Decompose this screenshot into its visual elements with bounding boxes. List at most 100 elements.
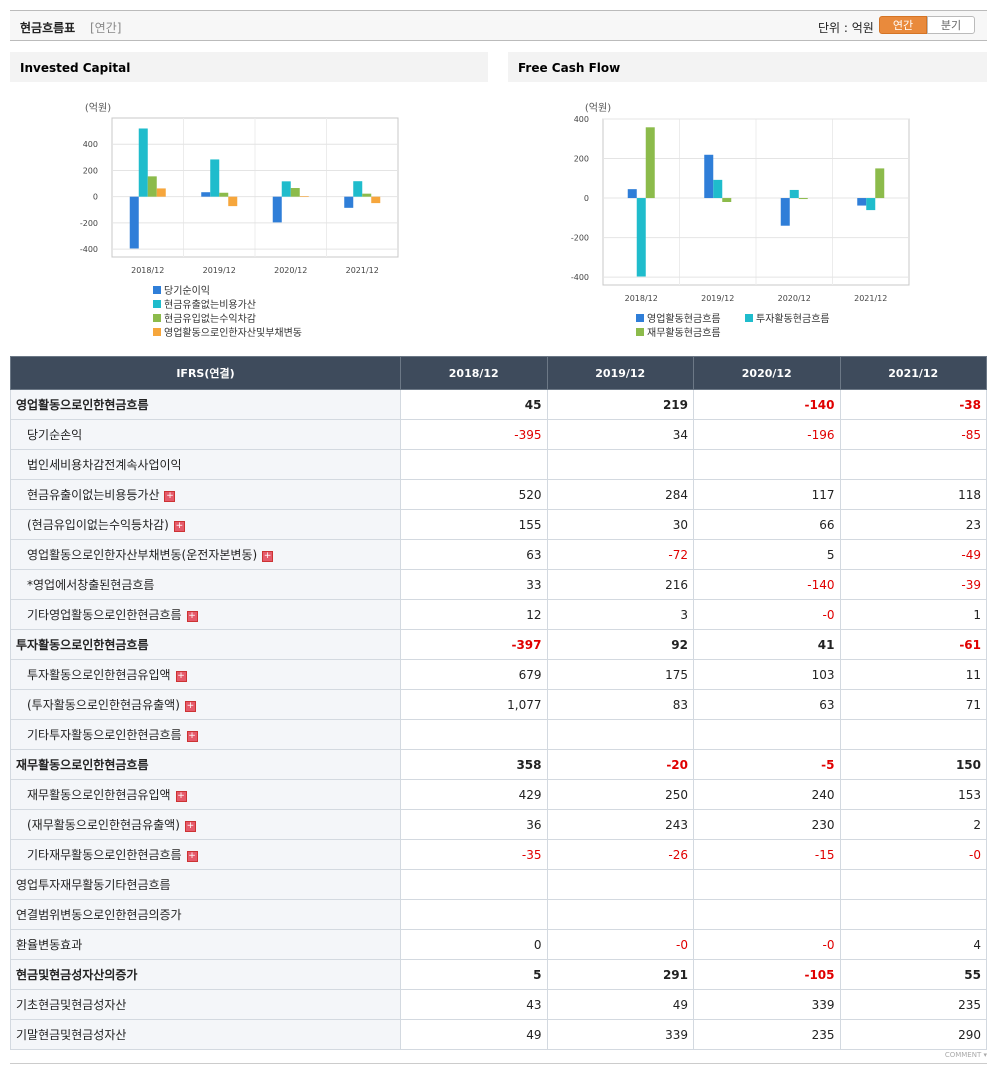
expand-button[interactable]: + — [186, 731, 198, 742]
cell-value: 2 — [973, 817, 981, 832]
table-row: 기타투자활동으로인한현금흐름 + — [10, 719, 987, 750]
value-cell: 235 — [693, 1019, 841, 1050]
value-cell: 216 — [546, 569, 694, 600]
row-label-cell: 투자활동으로인한현금흐름 — [10, 629, 401, 660]
cell-value: -0 — [676, 937, 688, 952]
row-label-cell: 투자활동으로인한현금유입액 + — [10, 659, 401, 690]
value-cell: 429 — [400, 779, 548, 810]
expand-button[interactable]: + — [164, 491, 176, 502]
legend-swatch — [745, 314, 753, 322]
cell-value: 118 — [958, 487, 981, 502]
y-tick-label: 200 — [83, 166, 98, 175]
value-cell: 1,077 — [400, 689, 548, 720]
cell-value: 240 — [811, 787, 835, 802]
legend-label: 당기순이익 — [164, 285, 210, 297]
bar — [798, 198, 808, 200]
cell-value: -85 — [961, 427, 981, 442]
value-cell: 23 — [839, 509, 987, 540]
cell-value: 291 — [662, 967, 688, 982]
tab-quarterly[interactable]: 분기 — [927, 16, 975, 34]
value-cell: 103 — [693, 659, 841, 690]
cell-value: 219 — [662, 397, 688, 412]
value-cell: 240 — [693, 779, 841, 810]
value-cell: -5 — [693, 749, 841, 780]
y-tick-label: 0 — [584, 194, 589, 203]
column-header: 2020/12 — [693, 356, 841, 390]
cell-value: -35 — [521, 847, 542, 862]
y-axis-label: (억원) — [585, 102, 611, 114]
expand-button[interactable]: + — [186, 611, 198, 622]
cell-value: 49 — [526, 1027, 542, 1042]
table-row: 법인세비용차감전계속사업이익 — [10, 449, 987, 480]
cell-value: 358 — [516, 757, 542, 772]
cell-value: -140 — [804, 397, 835, 412]
y-tick-label: 200 — [574, 155, 589, 164]
cell-value: 175 — [665, 667, 688, 682]
value-cell: 34 — [546, 419, 694, 450]
comment-label: COMMENT — [944, 1051, 982, 1059]
chart-title-bar — [10, 52, 488, 82]
value-cell — [546, 719, 694, 750]
tab-annual[interactable]: 연간 — [879, 16, 927, 34]
value-cell: -39 — [839, 569, 987, 600]
cell-value: 83 — [672, 697, 688, 712]
row-label: (투자활동으로인한현금유출액) — [27, 698, 180, 712]
value-cell: 291 — [546, 959, 694, 990]
bar — [645, 127, 655, 199]
cell-value: 34 — [672, 427, 688, 442]
value-cell: -61 — [839, 629, 987, 660]
cell-value: 155 — [518, 517, 542, 532]
expand-button[interactable]: + — [262, 551, 274, 562]
cell-value: 117 — [811, 487, 835, 502]
table-row: 재무활동으로인한현금유입액 +429 250 240 153 — [10, 779, 987, 810]
expand-button[interactable]: + — [173, 521, 185, 532]
value-cell: -395 — [400, 419, 548, 450]
row-label: 영업활동으로인한현금흐름 — [16, 398, 149, 412]
chart-title-bar — [508, 52, 987, 82]
value-cell: 155 — [400, 509, 548, 540]
legend-swatch — [153, 314, 161, 322]
value-cell: -105 — [693, 959, 841, 990]
value-cell: -196 — [693, 419, 841, 450]
cell-value: 92 — [671, 637, 688, 652]
y-tick-label: 400 — [574, 115, 589, 124]
expand-button[interactable]: + — [186, 851, 198, 862]
x-tick-label: 2019/12 — [203, 266, 236, 275]
charts: Invested Capital (억원) 2018/12 2019/12 2020/1… — [10, 52, 987, 354]
bar — [627, 189, 637, 199]
row-label: (재무활동으로인한현금유출액) — [27, 818, 180, 832]
table-row: 현금및현금성자산의증가 5 291 -105 55 — [10, 959, 987, 990]
comment-toggle[interactable]: COMMENT ▾ — [944, 1051, 987, 1059]
expand-button[interactable]: + — [175, 791, 187, 802]
value-cell: 12 — [400, 599, 548, 630]
value-cell: -0 — [546, 929, 694, 960]
column-header: 2019/12 — [546, 356, 694, 390]
value-cell — [839, 869, 987, 900]
y-tick-label: -200 — [571, 234, 589, 243]
table-row: 기초현금및현금성자산 43 49 339 235 — [10, 989, 987, 1020]
cell-value: -26 — [668, 847, 688, 862]
value-cell: 117 — [693, 479, 841, 510]
value-cell: 63 — [693, 689, 841, 720]
cell-value: 41 — [817, 637, 835, 652]
value-cell: 49 — [546, 989, 694, 1020]
expand-button[interactable]: + — [184, 701, 196, 712]
cell-value: 429 — [518, 787, 542, 802]
cash-flow-table: IFRS(연결) 2018/12 2019/12 2020/12 2021/12 영업활… — [10, 356, 987, 1050]
cell-value: -140 — [807, 577, 835, 592]
bar — [228, 196, 238, 207]
expand-button[interactable]: + — [175, 671, 187, 682]
x-tick-label: 2020/12 — [778, 294, 811, 303]
value-cell: 358 — [400, 749, 548, 780]
table-row: 재무활동으로인한현금흐름 358 -20 -5 150 — [10, 749, 987, 780]
value-cell: 33 — [400, 569, 548, 600]
value-cell: 339 — [546, 1019, 694, 1050]
legend-swatch — [153, 300, 161, 308]
value-cell: 36 — [400, 809, 548, 840]
cell-value: 243 — [665, 817, 688, 832]
cell-value: 36 — [526, 817, 542, 832]
row-label: 투자활동으로인한현금흐름 — [16, 638, 149, 652]
row-label: 재무활동으로인한현금흐름 — [16, 758, 149, 772]
expand-button[interactable]: + — [184, 821, 196, 832]
bar — [219, 192, 229, 197]
